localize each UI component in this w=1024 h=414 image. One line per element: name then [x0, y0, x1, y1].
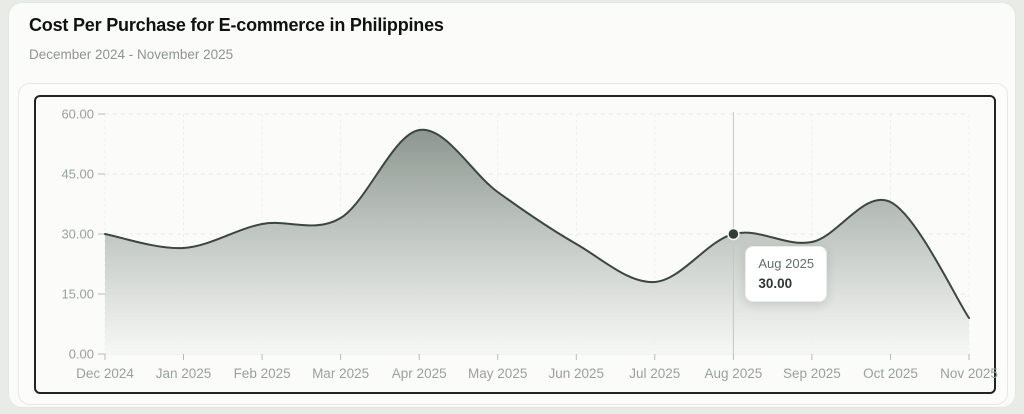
x-axis-label: May 2025 [468, 366, 527, 381]
x-axis-label: Jan 2025 [156, 366, 212, 381]
x-axis-label: Oct 2025 [863, 366, 918, 381]
report-card: Cost Per Purchase for E-commerce in Phil… [8, 2, 1016, 408]
x-axis-label: Mar 2025 [312, 366, 369, 381]
chart-tooltip: Aug 2025 30.00 [745, 246, 828, 302]
area-fill [105, 129, 969, 354]
chart-container[interactable]: 0.00 15.00 30.00 45.00 60.00 Dec 2024 Jan 2025… [34, 95, 998, 394]
x-axis-label: Dec 2024 [76, 366, 134, 381]
x-axis-label: Jun 2025 [549, 366, 605, 381]
tooltip-category-label: Aug 2025 [758, 256, 815, 271]
y-axis-label: 30.00 [61, 227, 94, 242]
line-series [104, 128, 970, 319]
x-axis-label: Feb 2025 [234, 366, 291, 381]
x-axis-label: Apr 2025 [392, 366, 447, 381]
x-axis-label: Jul 2025 [629, 366, 680, 381]
date-range-subtitle: December 2024 - November 2025 [29, 47, 234, 62]
x-axis-label: Nov 2025 [940, 366, 998, 381]
page-title: Cost Per Purchase for E-commerce in Phil… [29, 15, 444, 35]
y-axis-label: 60.00 [61, 107, 94, 122]
area-chart[interactable]: 0.00 15.00 30.00 45.00 60.00 Dec 2024 Jan 2025… [36, 97, 997, 392]
x-axis-label: Aug 2025 [704, 366, 762, 381]
y-axis-label: 45.00 [61, 167, 94, 182]
marker-dot[interactable] [727, 227, 740, 241]
chart-panel: 0.00 15.00 30.00 45.00 60.00 Dec 2024 Jan 2025… [18, 83, 1008, 405]
y-axis-label: 0.00 [69, 347, 94, 362]
x-axis-label: Sep 2025 [783, 366, 841, 381]
y-axis-label: 15.00 [61, 287, 94, 302]
tooltip-value-label: 30.00 [758, 276, 793, 291]
